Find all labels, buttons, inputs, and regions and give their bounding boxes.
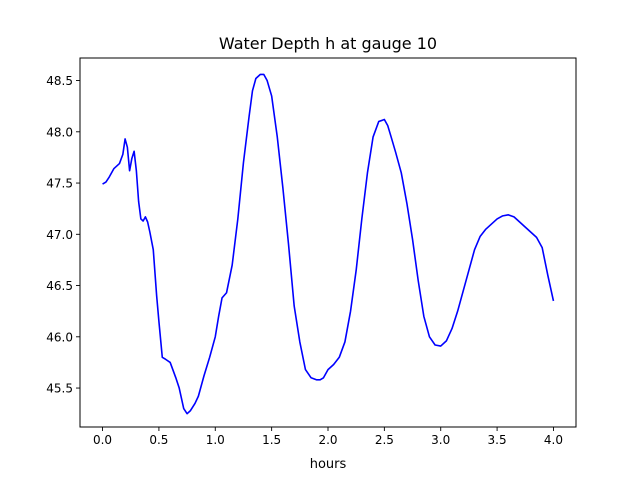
y-tick-label-3: 47.0 [46,228,73,242]
y-tick-label-6: 48.5 [46,74,73,88]
y-tick-label-1: 46.0 [46,330,73,344]
x-tick-label-6: 3.0 [431,433,450,447]
x-tick-label-7: 3.5 [488,433,507,447]
x-tick-label-4: 2.0 [318,433,337,447]
x-tick-label-5: 2.5 [375,433,394,447]
axes-frame [79,57,577,428]
y-tick-label-0: 45.5 [46,382,73,396]
x-tick-label-3: 1.5 [262,433,281,447]
chart-title: Water Depth h at gauge 10 [219,34,437,53]
x-tick-label-2: 1.0 [206,433,225,447]
y-tick-label-2: 46.5 [46,279,73,293]
plot-area: 0.0 0.5 1.0 1.5 2.0 2.5 3.0 3.5 4.0 45.5 46.0 46.5 4… [46,57,577,447]
x-axis-label: hours [310,457,347,472]
y-tick-label-5: 48.0 [46,125,73,139]
x-tick-label-1: 0.5 [149,433,168,447]
x-tick-label-0: 0.0 [93,433,112,447]
y-tick-label-4: 47.5 [46,177,73,191]
x-tick-label-8: 4.0 [544,433,563,447]
series-line-0 [102,73,555,415]
